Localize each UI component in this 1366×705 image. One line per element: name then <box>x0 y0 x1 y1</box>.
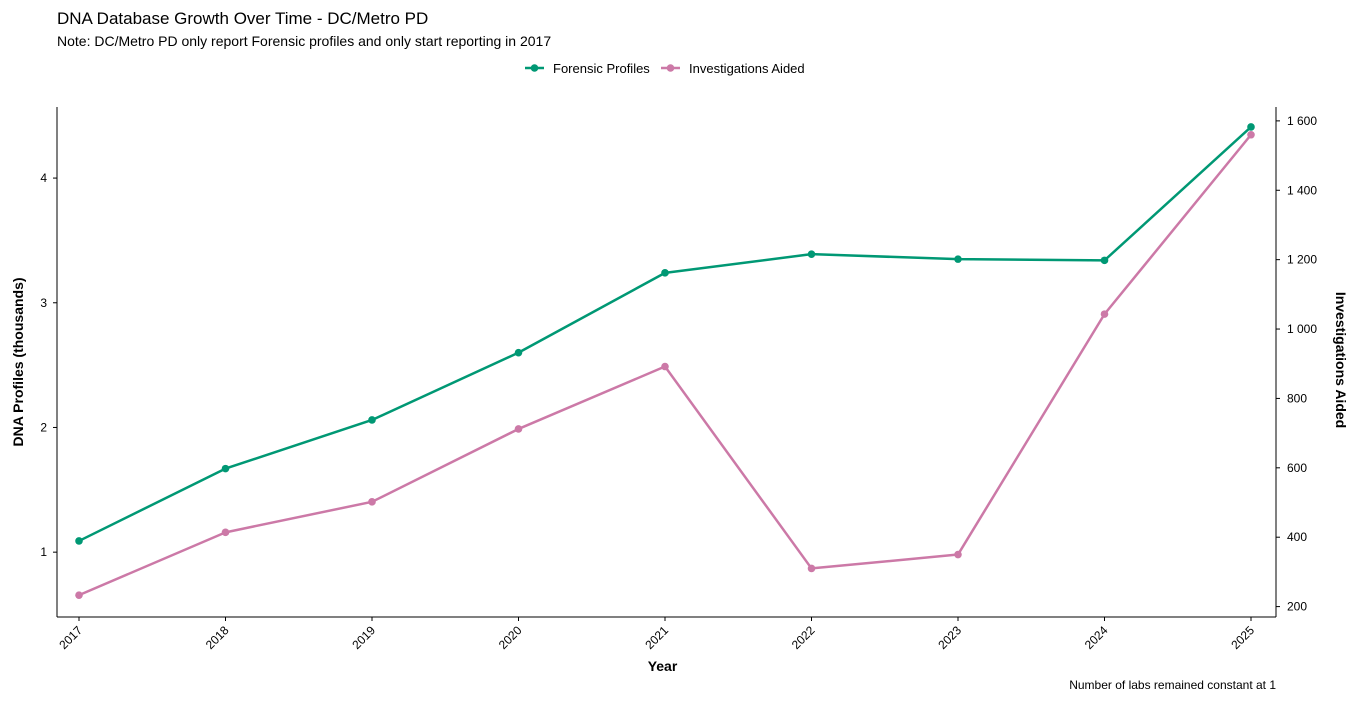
data-point-forensic-profiles <box>954 255 962 263</box>
x-tick-label: 2021 <box>642 623 671 652</box>
x-axis-title: Year <box>648 658 678 674</box>
y2-tick-label: 600 <box>1287 461 1307 475</box>
data-point-forensic-profiles <box>368 416 376 424</box>
y-tick-label: 3 <box>40 296 47 310</box>
y2-tick-label: 1 400 <box>1287 183 1317 197</box>
chart-subtitle: Note: DC/Metro PD only report Forensic p… <box>57 33 552 49</box>
y-tick-label: 1 <box>40 545 47 559</box>
data-point-investigations-aided <box>221 528 230 537</box>
legend: Forensic Profiles Investigations Aided <box>525 61 805 76</box>
series-line-forensic-profiles <box>78 126 1252 543</box>
chart-caption: Number of labs remained constant at 1 <box>1069 678 1276 692</box>
y2-tick-label: 800 <box>1287 391 1307 405</box>
data-point-forensic-profiles <box>807 250 816 258</box>
data-point-investigations-aided <box>75 591 83 599</box>
y2-axis-title: Investigations Aided <box>1333 292 1349 428</box>
x-tick-label: 2018 <box>203 623 232 652</box>
x-tick-label: 2019 <box>349 623 378 652</box>
y2-tick-label: 400 <box>1287 530 1307 544</box>
data-point-investigations-aided <box>1247 130 1255 139</box>
data-point-investigations-aided <box>954 550 962 559</box>
x-tick-label: 2020 <box>496 623 525 652</box>
data-point-forensic-profiles <box>1247 123 1255 131</box>
chart-title: DNA Database Growth Over Time - DC/Metro… <box>57 9 429 28</box>
data-point-investigations-aided <box>368 498 376 506</box>
y-tick-label: 4 <box>40 171 47 185</box>
y2-tick-label: 1 200 <box>1287 253 1317 267</box>
y2-tick-label: 1 600 <box>1287 114 1317 128</box>
x-tick-label: 2025 <box>1228 623 1257 652</box>
x-tick-label: 2023 <box>935 623 964 652</box>
y2-tick-label: 200 <box>1287 600 1307 614</box>
x-tick-label: 2024 <box>1082 623 1111 652</box>
data-point-forensic-profiles <box>221 464 230 473</box>
data-point-forensic-profiles <box>75 537 83 545</box>
legend-marker-investigations-aided <box>666 64 675 72</box>
y-tick-label: 2 <box>40 420 47 434</box>
data-point-forensic-profiles <box>661 269 669 277</box>
x-tick-label: 2017 <box>56 623 85 652</box>
y2-tick-label: 1 000 <box>1287 322 1317 336</box>
y-axis-title: DNA Profiles (thousands) <box>10 277 26 446</box>
data-point-forensic-profiles <box>1100 256 1109 265</box>
series-lines <box>75 123 1255 599</box>
x-tick-label: 2022 <box>789 623 818 652</box>
data-point-investigations-aided <box>514 425 523 433</box>
axes: 1 2 3 4 200 400 600 800 1 000 1 200 1 400 1 600 2017… <box>40 107 1317 652</box>
data-point-forensic-profiles <box>514 348 523 357</box>
legend-label-investigations-aided: Investigations Aided <box>689 61 805 76</box>
data-point-investigations-aided <box>661 362 669 371</box>
data-point-investigations-aided <box>1100 310 1109 318</box>
data-point-investigations-aided <box>807 564 816 573</box>
legend-marker-forensic-profiles <box>530 64 539 72</box>
legend-label-forensic-profiles: Forensic Profiles <box>553 61 650 76</box>
